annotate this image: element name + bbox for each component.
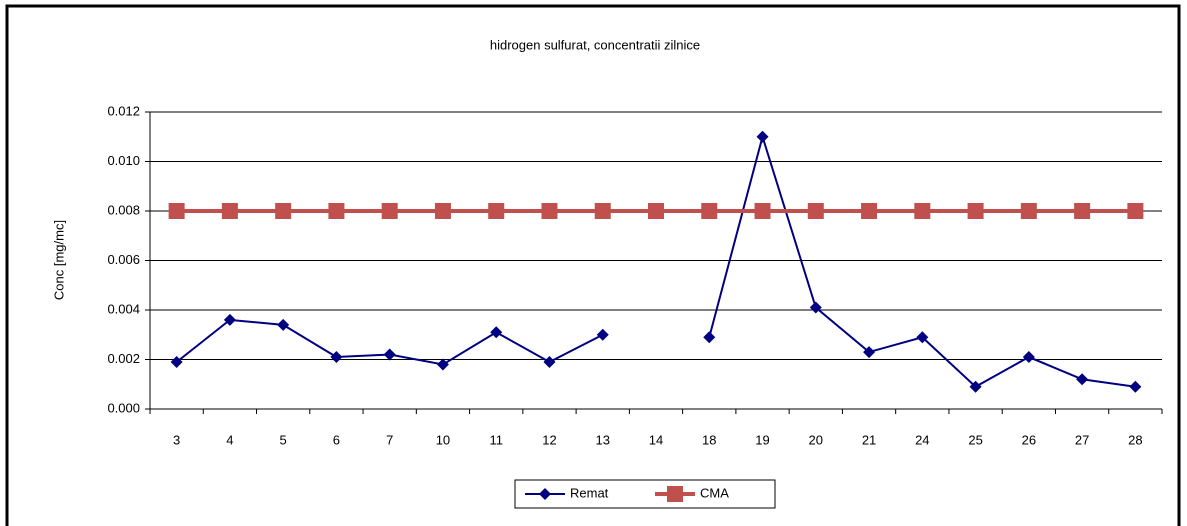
marker [1020, 203, 1037, 219]
marker [756, 130, 769, 143]
x-tick-label: 20 [809, 432, 823, 447]
marker [1022, 351, 1035, 364]
x-tick-label: 25 [968, 432, 982, 447]
marker [168, 203, 185, 219]
marker [1076, 373, 1089, 386]
marker [488, 203, 505, 219]
x-tick-label: 6 [333, 432, 340, 447]
marker [223, 313, 236, 326]
marker [967, 203, 984, 219]
marker [543, 355, 556, 368]
y-axis-label: Conc [mg/mc] [51, 220, 66, 300]
marker [330, 351, 343, 364]
marker [648, 203, 664, 219]
marker [1074, 203, 1091, 219]
marker [490, 326, 503, 339]
x-tick-label: 14 [649, 432, 663, 447]
marker [221, 203, 238, 219]
legend-label: Remat [570, 485, 609, 500]
marker [436, 358, 449, 371]
marker [807, 203, 824, 219]
marker [1129, 380, 1142, 393]
marker [1127, 203, 1144, 219]
marker [969, 380, 982, 393]
marker [861, 203, 878, 219]
marker [809, 301, 822, 314]
x-tick-label: 11 [489, 432, 503, 447]
x-tick-label: 18 [702, 432, 716, 447]
y-tick-label: 0.010 [107, 153, 140, 168]
marker [703, 331, 716, 344]
x-tick-label: 21 [862, 432, 876, 447]
x-tick-label: 28 [1128, 432, 1142, 447]
chart-border [5, 4, 1181, 526]
chart-title: hidrogen sulfurat, concentratii zilnice [490, 37, 700, 52]
x-tick-label: 19 [755, 432, 769, 447]
x-tick-label: 4 [226, 432, 233, 447]
x-tick-label: 27 [1075, 432, 1089, 447]
marker [701, 203, 718, 219]
marker [754, 203, 771, 219]
marker [541, 203, 558, 219]
marker [328, 203, 345, 219]
marker [275, 203, 292, 219]
x-tick-label: 13 [596, 432, 610, 447]
marker [381, 203, 398, 219]
x-tick-label: 7 [386, 432, 393, 447]
y-tick-label: 0.008 [107, 202, 140, 217]
marker [596, 328, 609, 341]
marker [863, 346, 876, 359]
legend-label: CMA [700, 485, 729, 500]
x-tick-label: 10 [436, 432, 450, 447]
y-tick-label: 0.002 [107, 351, 140, 366]
marker [916, 331, 929, 344]
y-tick-label: 0.000 [107, 400, 140, 415]
marker [383, 348, 396, 361]
y-tick-label: 0.004 [107, 301, 140, 316]
marker [434, 203, 451, 219]
marker [170, 355, 183, 368]
legend-marker [539, 488, 551, 500]
y-tick-label: 0.012 [107, 103, 140, 118]
x-tick-label: 3 [173, 432, 180, 447]
x-tick-label: 5 [280, 432, 287, 447]
x-tick-label: 24 [915, 432, 929, 447]
marker [914, 203, 931, 219]
x-tick-label: 12 [542, 432, 556, 447]
marker [277, 318, 290, 331]
legend-marker [667, 486, 683, 502]
y-tick-label: 0.006 [107, 252, 140, 267]
x-tick-label: 26 [1022, 432, 1036, 447]
marker [594, 203, 611, 219]
